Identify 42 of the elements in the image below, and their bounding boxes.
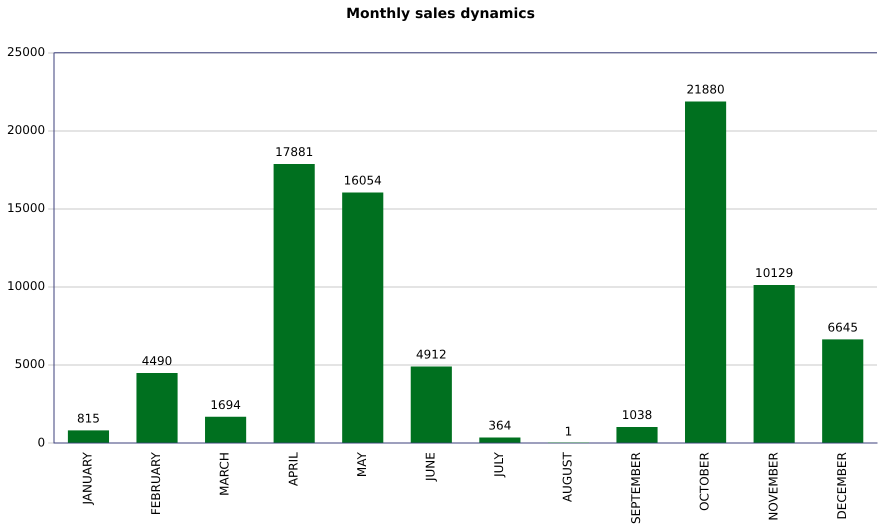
y-tick-label: 25000 bbox=[6, 44, 46, 59]
bar bbox=[822, 339, 864, 443]
chart-title: Monthly sales dynamics bbox=[346, 6, 535, 22]
data-label: 1694 bbox=[210, 398, 241, 412]
bar bbox=[410, 366, 452, 443]
data-label: 4912 bbox=[416, 348, 447, 362]
data-label: 1038 bbox=[622, 408, 652, 422]
data-label: 364 bbox=[488, 418, 512, 433]
data-label: 6645 bbox=[827, 320, 858, 335]
data-label: 21880 bbox=[686, 82, 725, 97]
data-label: 1 bbox=[564, 424, 572, 438]
data-label: 4490 bbox=[142, 354, 172, 368]
bar bbox=[754, 284, 795, 443]
data-label: 17881 bbox=[275, 145, 314, 160]
y-tick-label: 0 bbox=[38, 435, 46, 450]
x-tick-label: DECEMBER bbox=[834, 452, 849, 520]
x-tick-label: MAY bbox=[354, 451, 369, 478]
x-tick-label: FEBRUARY bbox=[149, 451, 164, 516]
bar bbox=[479, 437, 520, 443]
x-tick-label: JUNE bbox=[423, 452, 438, 482]
y-tick-label: 5000 bbox=[14, 357, 46, 372]
x-tick-label: MARCH bbox=[218, 452, 232, 496]
x-tick-label: JULY bbox=[492, 451, 506, 478]
x-tick-label: JANUARY bbox=[80, 451, 95, 506]
x-tick-label: OCTOBER bbox=[698, 452, 712, 511]
y-tick-label: 10000 bbox=[6, 279, 46, 294]
data-label: 10129 bbox=[755, 266, 794, 280]
data-label: 815 bbox=[77, 412, 100, 426]
x-tick-label: APRIL bbox=[286, 452, 300, 486]
bar bbox=[685, 102, 726, 443]
x-tick-label: SEPTEMBER bbox=[629, 452, 644, 524]
bar bbox=[68, 430, 110, 443]
bar bbox=[274, 164, 315, 443]
bar bbox=[616, 426, 658, 443]
bar bbox=[342, 192, 384, 443]
x-tick-label: AUGUST bbox=[560, 451, 575, 502]
y-tick-label: 20000 bbox=[6, 122, 46, 137]
x-tick-label: NOVEMBER bbox=[766, 452, 780, 521]
bar bbox=[205, 416, 246, 443]
data-label: 16054 bbox=[344, 174, 382, 188]
bar bbox=[136, 373, 178, 443]
y-tick-label: 15000 bbox=[6, 201, 46, 216]
